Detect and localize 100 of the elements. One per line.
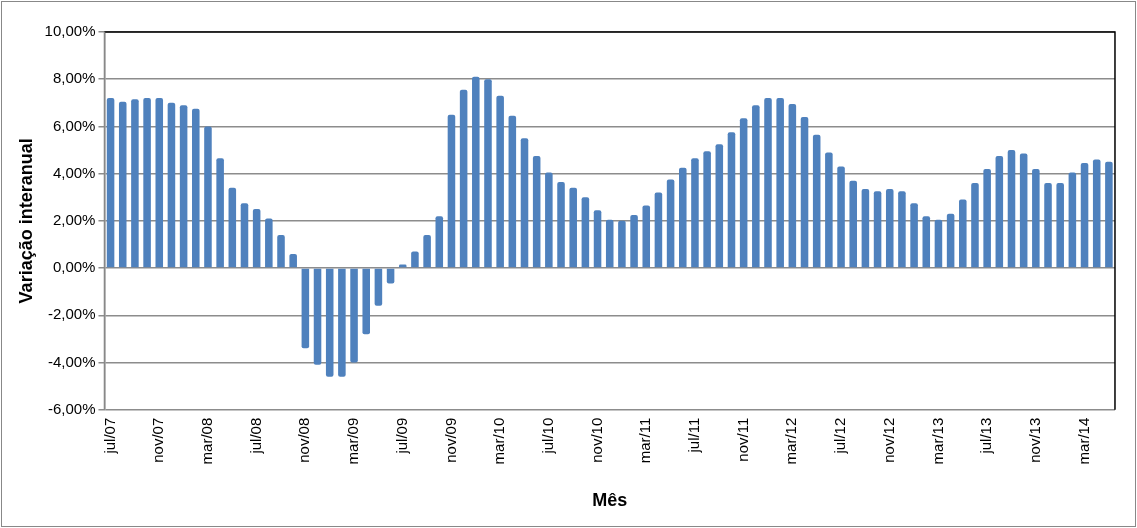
bar <box>204 126 212 268</box>
bar <box>788 104 797 268</box>
bar <box>1068 172 1077 268</box>
bar <box>959 199 967 268</box>
bar <box>727 132 736 268</box>
bar <box>545 172 553 268</box>
bar <box>313 268 322 365</box>
x-tick-label: jul/13 <box>977 417 995 455</box>
bar <box>605 219 614 268</box>
bar <box>228 187 237 268</box>
y-tick-label: 10,00% <box>44 22 96 40</box>
bar <box>618 220 626 268</box>
bar <box>520 138 529 268</box>
bar <box>776 98 784 268</box>
bar <box>946 213 955 268</box>
bar <box>118 101 127 268</box>
bar <box>764 98 772 268</box>
x-tick-label: jul/08 <box>246 417 264 455</box>
bar <box>350 268 358 363</box>
bar <box>143 98 151 268</box>
bar <box>301 268 310 349</box>
bar <box>715 144 724 268</box>
x-tick-label: jul/12 <box>831 417 849 455</box>
y-tick-label: 8,00% <box>52 69 96 87</box>
bar <box>216 158 224 268</box>
bar <box>411 251 419 268</box>
bar <box>325 268 334 377</box>
y-tick-label: -4,00% <box>47 352 96 370</box>
bar <box>459 89 468 268</box>
bar <box>752 105 760 268</box>
y-tick-label: -6,00% <box>47 399 96 417</box>
bar <box>496 95 504 268</box>
bar <box>240 203 249 268</box>
bar <box>277 235 285 268</box>
x-tick-label: mar/11 <box>636 417 654 464</box>
x-tick-label: jul/07 <box>100 417 118 455</box>
x-tick-label: mar/08 <box>198 417 216 465</box>
bar <box>374 268 383 306</box>
bar <box>1007 150 1016 268</box>
bar <box>155 98 164 268</box>
bar <box>289 253 297 268</box>
bar <box>593 210 602 268</box>
bar <box>971 183 979 268</box>
bar <box>800 116 809 268</box>
x-tick-label: nov/12 <box>879 417 897 463</box>
bar <box>885 188 894 268</box>
x-tick-label: mar/09 <box>344 417 362 465</box>
y-tick-label: 2,00% <box>52 211 96 228</box>
bar <box>106 98 115 268</box>
bar <box>1092 159 1101 268</box>
x-tick-label: nov/09 <box>441 417 459 463</box>
x-tick-label: mar/14 <box>1074 417 1092 465</box>
bar <box>983 168 991 268</box>
x-tick-label: nov/11 <box>733 417 751 462</box>
bar <box>252 209 261 268</box>
bar <box>679 167 687 268</box>
bar <box>532 155 541 268</box>
x-tick-label: mar/10 <box>490 417 508 465</box>
bar <box>508 115 517 268</box>
y-tick-label: 4,00% <box>52 163 96 181</box>
bar <box>837 166 845 268</box>
x-tick-label: jul/10 <box>538 417 556 455</box>
bar <box>557 181 565 268</box>
x-tick-label: jul/11 <box>685 417 703 454</box>
x-axis-title: Mês <box>592 490 628 511</box>
bar <box>898 191 906 268</box>
y-tick-label: -2,00% <box>47 305 96 323</box>
bar <box>1056 183 1064 268</box>
bar <box>447 114 456 268</box>
bar <box>861 188 870 268</box>
x-tick-label: mar/13 <box>928 417 946 465</box>
bar <box>472 76 480 268</box>
bar <box>581 197 590 268</box>
bar <box>666 179 675 268</box>
bar <box>739 118 748 268</box>
bar <box>825 152 833 268</box>
bar <box>423 235 431 268</box>
bar <box>642 205 651 268</box>
bar <box>484 79 492 268</box>
bar <box>812 134 821 268</box>
bar <box>1080 163 1089 268</box>
bar <box>703 151 711 268</box>
bar <box>849 180 857 268</box>
bar <box>922 216 931 268</box>
bar <box>179 105 188 268</box>
x-tick-label: nov/07 <box>149 417 167 463</box>
x-tick-label: nov/13 <box>1025 417 1043 463</box>
x-tick-label: mar/12 <box>782 417 800 465</box>
bar <box>435 216 444 268</box>
y-axis-title: Variação interanual <box>15 138 36 304</box>
x-tick-label: nov/08 <box>295 417 313 463</box>
bar <box>1032 168 1040 268</box>
bar <box>654 192 663 268</box>
bar <box>131 99 139 268</box>
bar <box>192 108 200 268</box>
bar <box>338 268 346 377</box>
bar <box>362 268 371 335</box>
x-tick-label: jul/09 <box>392 417 410 455</box>
x-tick-label: nov/10 <box>587 417 605 463</box>
bar <box>167 102 176 268</box>
